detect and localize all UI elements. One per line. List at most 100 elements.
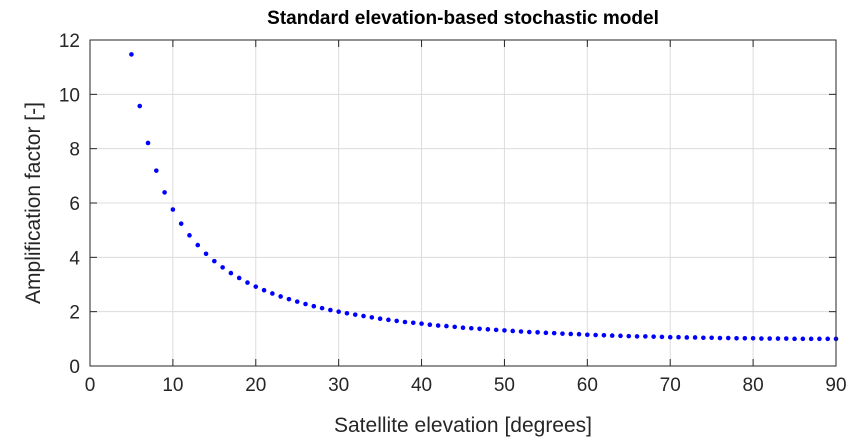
data-point xyxy=(195,242,201,248)
data-point xyxy=(808,336,814,342)
data-point xyxy=(154,168,159,173)
data-point xyxy=(212,258,217,264)
data-point xyxy=(775,336,781,341)
data-point xyxy=(502,328,507,333)
data-point xyxy=(452,324,458,330)
data-point xyxy=(319,305,325,311)
data-point xyxy=(352,312,358,317)
data-point xyxy=(676,334,681,340)
data-point xyxy=(386,317,391,323)
data-point xyxy=(709,335,714,341)
x-tick-label: 70 xyxy=(660,375,681,396)
x-tick-label: 40 xyxy=(411,375,432,396)
data-point xyxy=(427,322,433,328)
data-point xyxy=(576,331,582,337)
data-point xyxy=(593,332,598,338)
data-point xyxy=(162,190,167,195)
data-point xyxy=(800,336,806,342)
data-point xyxy=(825,336,831,342)
data-point xyxy=(377,316,383,322)
data-point xyxy=(178,221,184,226)
x-tick-label: 60 xyxy=(577,375,598,396)
data-point xyxy=(294,299,300,304)
data-point xyxy=(402,319,408,325)
data-point xyxy=(286,296,292,302)
y-tick-label: 12 xyxy=(59,31,80,52)
data-point xyxy=(311,303,317,309)
data-points xyxy=(129,52,839,342)
data-point xyxy=(336,309,341,314)
data-point xyxy=(203,251,209,257)
data-point xyxy=(170,207,176,212)
data-point xyxy=(145,140,151,146)
data-point xyxy=(468,325,474,331)
data-point xyxy=(236,275,242,281)
data-point xyxy=(270,291,275,296)
data-point xyxy=(684,335,690,340)
data-point xyxy=(444,323,449,329)
data-point xyxy=(601,333,607,338)
data-point xyxy=(394,318,399,324)
data-point xyxy=(667,334,673,340)
data-point xyxy=(344,310,350,316)
data-point xyxy=(129,52,134,57)
data-point xyxy=(551,330,557,336)
x-axis-label: Satellite elevation [degrees] xyxy=(334,414,592,437)
x-tick-label: 10 xyxy=(162,375,183,396)
data-point xyxy=(493,327,499,333)
data-point xyxy=(410,320,416,326)
data-point xyxy=(435,323,441,328)
data-point xyxy=(750,335,756,341)
data-point xyxy=(278,294,283,299)
data-point xyxy=(369,315,375,320)
chart-title: Standard elevation-based stochastic mode… xyxy=(267,8,659,29)
axis-ticks: 0 10 20 30 40 50 60 70 80 90 0 2 4 6 8 10 12 xyxy=(59,31,847,396)
data-point xyxy=(543,330,549,336)
data-point xyxy=(692,335,698,340)
data-point xyxy=(725,335,731,341)
data-point xyxy=(187,233,192,238)
data-point xyxy=(527,329,532,335)
data-point xyxy=(734,335,739,341)
y-tick-label: 8 xyxy=(69,140,80,161)
data-point xyxy=(245,280,250,285)
data-point xyxy=(759,336,764,341)
data-point xyxy=(742,335,748,341)
x-tick-label: 20 xyxy=(245,375,266,396)
data-point xyxy=(767,336,772,341)
data-point xyxy=(261,287,267,293)
data-point xyxy=(701,335,706,341)
data-point xyxy=(220,265,225,270)
y-tick-label: 4 xyxy=(69,248,80,269)
data-point xyxy=(717,335,723,341)
data-point xyxy=(609,333,615,338)
data-point xyxy=(783,336,789,341)
data-point xyxy=(361,313,366,319)
data-point xyxy=(626,333,632,339)
data-point xyxy=(568,331,574,337)
data-point xyxy=(535,330,540,335)
y-tick-label: 0 xyxy=(69,357,80,378)
data-point xyxy=(328,307,333,313)
y-tick-label: 6 xyxy=(69,194,80,215)
y-tick-label: 10 xyxy=(59,85,80,106)
data-point xyxy=(228,270,234,276)
data-point xyxy=(659,334,665,340)
x-tick-label: 0 xyxy=(85,375,96,396)
data-point xyxy=(485,327,491,332)
data-point xyxy=(817,336,822,342)
data-point xyxy=(651,334,656,339)
data-point xyxy=(510,328,516,334)
x-tick-label: 90 xyxy=(825,375,846,396)
x-tick-label: 50 xyxy=(494,375,515,396)
data-point xyxy=(477,326,482,332)
data-point xyxy=(460,325,466,330)
data-point xyxy=(585,332,590,338)
data-point xyxy=(419,321,424,326)
data-point xyxy=(643,334,648,339)
data-point xyxy=(137,103,143,109)
x-tick-label: 80 xyxy=(743,375,764,396)
data-point xyxy=(253,284,259,289)
data-point xyxy=(792,336,797,342)
